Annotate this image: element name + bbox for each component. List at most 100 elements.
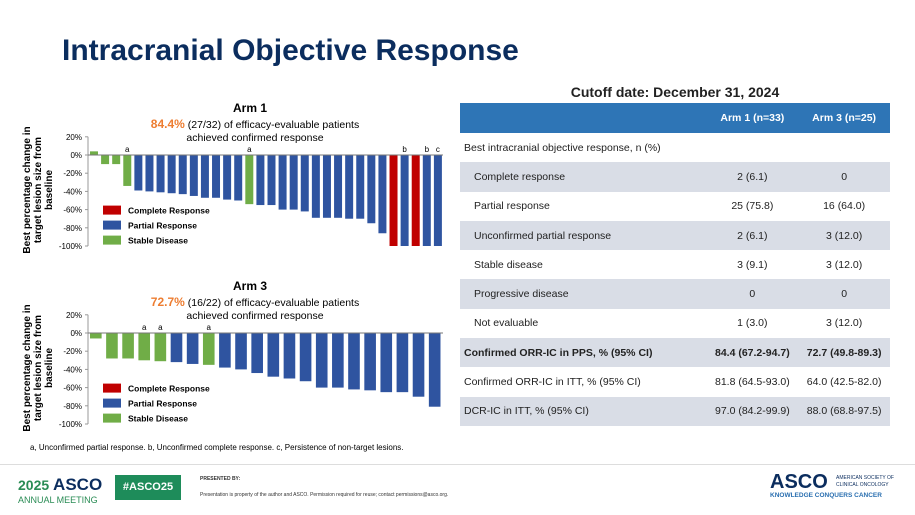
bar-sd: [154, 333, 167, 362]
legend-swatch: [103, 220, 121, 230]
y-tick-label: 20%: [66, 133, 82, 142]
hashtag-badge: #ASCO25: [115, 475, 181, 500]
bar-pr: [234, 155, 243, 201]
bar-sd: [202, 333, 215, 365]
cell-label: Confirmed ORR-IC in PPS, % (95% CI): [460, 338, 707, 368]
header-arm1: Arm 1 (n=33): [706, 103, 799, 133]
bar-pr: [186, 333, 199, 364]
bar-pr: [315, 333, 328, 388]
bar-pr: [356, 155, 365, 219]
cell-label: Progressive disease: [460, 279, 707, 309]
arm3-waterfall-chart: Arm 3 72.7% (16/22) of efficacy-evaluable …: [22, 279, 443, 452]
y-tick-label: -40%: [63, 365, 82, 374]
legend-label: Partial Response: [128, 399, 197, 409]
cell-a: 0: [706, 279, 799, 309]
bar-annotation: b: [425, 145, 430, 154]
cell-label: Complete response: [460, 162, 707, 192]
y-tick-label: -80%: [63, 402, 82, 411]
bar-sd: [101, 155, 110, 165]
bar-sd: [90, 333, 102, 339]
response-rate: 84.4%: [151, 117, 185, 131]
bar-sd: [122, 333, 134, 359]
table-row: Confirmed ORR-IC in ITT, % (95% CI) 81.8 …: [460, 367, 890, 396]
bar-pr: [256, 155, 265, 206]
bar-annotation: a: [247, 145, 252, 154]
presented-by: PRESENTED BY:: [200, 476, 241, 482]
table-row: Partial response 25 (75.8) 16 (64.0): [460, 192, 890, 221]
cell-label: Confirmed ORR-IC in ITT, % (95% CI): [464, 376, 641, 389]
bar-pr: [428, 333, 441, 407]
bar-pr: [348, 333, 360, 390]
chart-title: Arm 1: [233, 101, 267, 115]
bar-pr: [334, 155, 343, 218]
table-row: Best intracranial objective response, n …: [460, 133, 890, 162]
cell-b: 64.0 (42.5-82.0): [806, 376, 882, 389]
asco-logo: ASCO AMERICAN SOCIETY OF CLINICAL ONCOLOG…: [770, 471, 894, 499]
cell-b: 3 (12.0): [798, 220, 890, 251]
bar-sd: [90, 151, 98, 155]
table-row: Complete response 2 (6.1) 0: [460, 162, 890, 192]
cell-b: 0: [798, 279, 890, 309]
response-rate: 72.7%: [151, 295, 185, 309]
y-axis-label: Best percentage change intarget lesion s…: [22, 304, 55, 431]
bar-sd: [138, 333, 151, 361]
bar-pr: [178, 155, 187, 195]
footer: 2025 ASCO ANNUAL MEETING #ASCO25 PRESENTE…: [0, 464, 915, 515]
legend-swatch: [103, 383, 121, 393]
bar-pr: [200, 155, 209, 198]
bar-pr: [235, 333, 247, 370]
chart-subtitle: 72.7% (16/22) of efficacy-evaluable patie…: [151, 295, 359, 309]
cell-label: DCR-IC in ITT, % (95% CI): [460, 396, 707, 426]
y-tick-label: -100%: [59, 242, 82, 251]
bar-pr: [396, 333, 409, 393]
bar-cr: [411, 155, 420, 246]
cell-b: 3 (12.0): [826, 317, 863, 330]
cell-a: 81.8 (64.5-93.0): [714, 376, 790, 389]
cell-label: Stable disease: [474, 258, 543, 271]
legend-label: Complete Response: [128, 384, 210, 394]
arm1-waterfall-chart: Arm 1 84.4% (27/32) of efficacy-evaluable …: [22, 101, 443, 254]
y-tick-label: -100%: [59, 420, 82, 429]
footnote: a, Unconfirmed partial response. b, Unco…: [30, 443, 404, 452]
bar-sd: [123, 155, 132, 186]
cell-a: 2 (6.1): [706, 162, 799, 192]
table-header: Arm 1 (n=33) Arm 3 (n=25): [460, 103, 890, 133]
bar-pr: [300, 155, 309, 212]
bar-pr: [378, 155, 387, 234]
y-tick-label: 0%: [70, 151, 82, 160]
y-tick-label: 0%: [70, 329, 82, 338]
bar-pr: [332, 333, 344, 388]
table-row: Progressive disease 0 0: [460, 279, 890, 309]
bar-pr: [170, 333, 183, 363]
chart-subtitle: 84.4% (27/32) of efficacy-evaluable patie…: [151, 117, 359, 131]
bar-pr: [364, 333, 376, 391]
cell-b: 16 (64.0): [823, 200, 866, 213]
bar-pr: [167, 155, 176, 194]
bar-pr: [311, 155, 320, 218]
y-axis-label: Best percentage change intarget lesion s…: [22, 126, 55, 253]
cell-a: 3 (9.1): [737, 258, 768, 271]
bar-annotation: b: [402, 145, 407, 154]
bar-sd: [106, 333, 118, 359]
bar-pr: [322, 155, 331, 218]
legend-swatch: [103, 413, 121, 423]
subtitle-text: (16/22) of efficacy-evaluable patients: [188, 297, 359, 309]
legend-label: Stable Disease: [128, 414, 188, 424]
cell-a: 1 (3.0): [737, 317, 768, 330]
legend-label: Stable Disease: [128, 236, 188, 246]
header-blank: [460, 103, 707, 133]
cell-label: Not evaluable: [474, 317, 539, 330]
table-row: Stable disease 3 (9.1) 3 (12.0): [460, 250, 890, 279]
table-row: Unconfirmed partial response 2 (6.1) 3 (12…: [460, 220, 890, 251]
y-tick-label: -40%: [63, 187, 82, 196]
cell-label: Partial response: [474, 200, 550, 213]
cell-a: [706, 133, 798, 162]
y-tick-label: -20%: [63, 347, 82, 356]
bar-pr: [380, 333, 393, 393]
chart-subtitle-2: achieved confirmed response: [186, 310, 323, 322]
asco-annual-meeting-logo: 2025 ASCO ANNUAL MEETING: [18, 475, 103, 505]
bar-annotation: a: [207, 323, 212, 332]
page-title: Intracranial Objective Response: [62, 34, 519, 67]
bar-pr: [251, 333, 263, 374]
table-row: Not evaluable 1 (3.0) 3 (12.0): [460, 309, 890, 338]
